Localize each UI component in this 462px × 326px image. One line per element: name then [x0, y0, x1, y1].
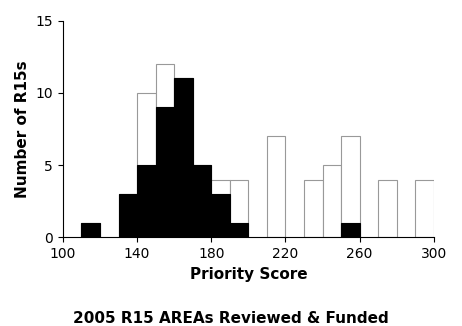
Bar [137, 93, 156, 237]
Bar [341, 136, 360, 237]
Bar [156, 64, 174, 237]
Bar [304, 180, 322, 237]
Bar [137, 165, 156, 237]
Bar [119, 194, 137, 237]
Bar [378, 180, 397, 237]
Bar [81, 223, 100, 237]
Bar [193, 165, 211, 237]
Y-axis label: Number of R15s: Number of R15s [15, 60, 30, 198]
Bar [267, 136, 286, 237]
Bar [230, 180, 249, 237]
X-axis label: Priority Score: Priority Score [189, 267, 307, 282]
Bar [415, 180, 434, 237]
Bar [193, 165, 211, 237]
Bar [341, 223, 360, 237]
Bar [322, 165, 341, 237]
Bar [119, 194, 137, 237]
Bar [211, 180, 230, 237]
Bar [156, 107, 174, 237]
Bar [174, 78, 193, 237]
Text: 2005 R15 AREAs Reviewed & Funded: 2005 R15 AREAs Reviewed & Funded [73, 311, 389, 326]
Bar [211, 194, 230, 237]
Bar [174, 78, 193, 237]
Bar [230, 223, 249, 237]
Bar [81, 223, 100, 237]
